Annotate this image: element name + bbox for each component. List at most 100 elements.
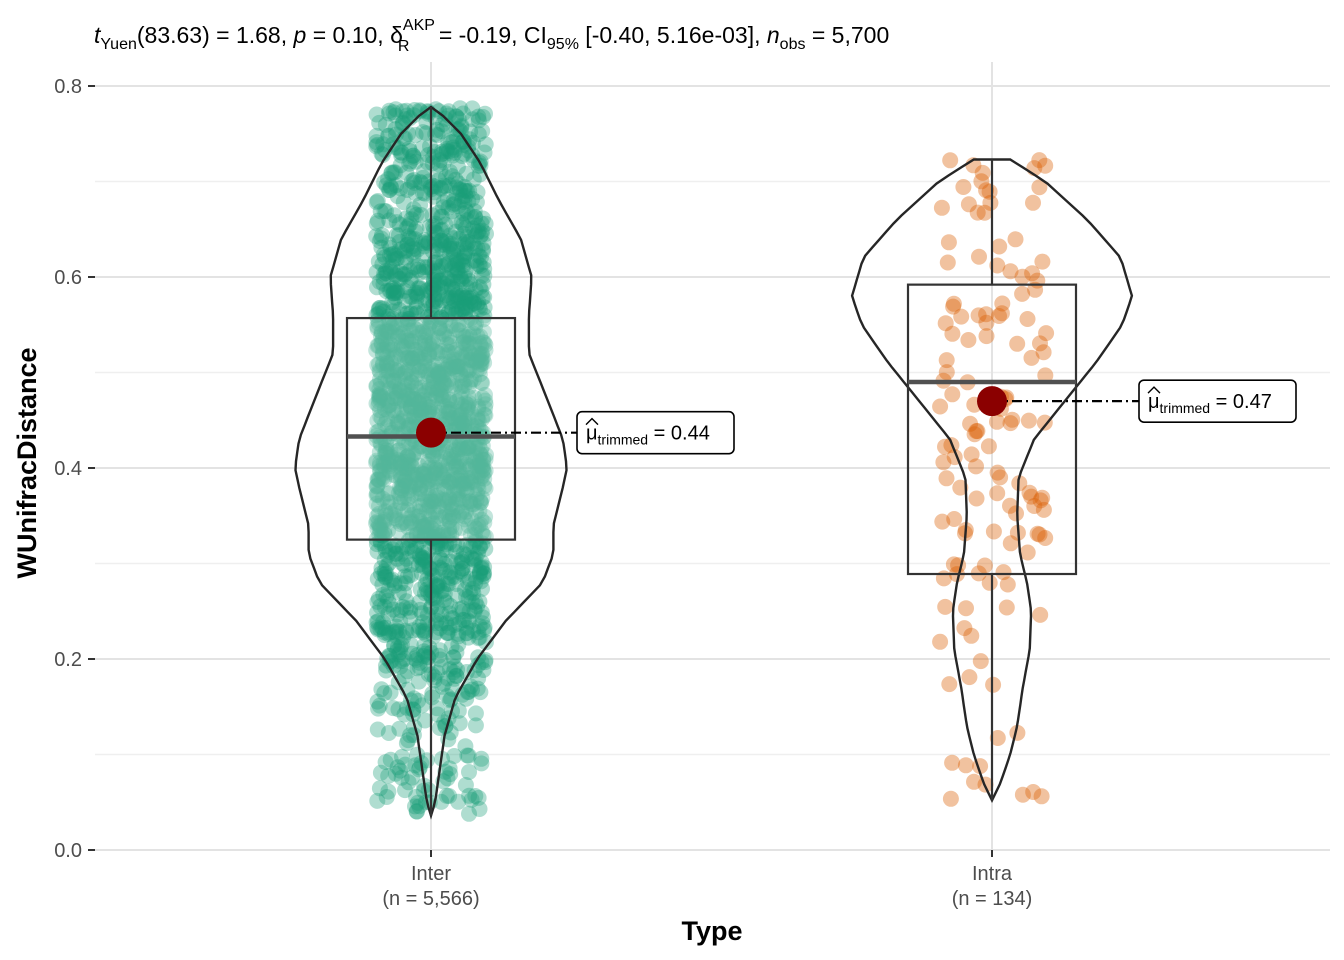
data-point	[471, 801, 488, 817]
data-point	[452, 378, 469, 395]
data-point	[451, 316, 468, 333]
data-point	[445, 483, 462, 500]
data-point	[425, 271, 442, 288]
data-point	[944, 386, 961, 403]
data-point	[430, 647, 447, 664]
data-point	[380, 592, 396, 609]
data-point	[399, 236, 416, 253]
data-point	[937, 315, 954, 332]
data-point	[420, 367, 437, 384]
data-point	[372, 371, 388, 388]
data-point	[458, 588, 475, 605]
data-point	[467, 717, 484, 734]
data-point	[457, 395, 474, 412]
data-point	[412, 280, 429, 297]
mean-label-box	[576, 410, 735, 455]
data-point	[458, 503, 474, 520]
data-point	[444, 359, 461, 376]
data-point	[415, 782, 432, 799]
data-point	[476, 144, 493, 161]
data-point	[435, 582, 452, 599]
data-point	[383, 165, 400, 182]
data-point	[380, 783, 397, 800]
data-point	[381, 555, 398, 572]
data-point	[457, 349, 474, 366]
data-point	[368, 515, 384, 531]
data-point	[396, 266, 413, 283]
data-point	[386, 295, 403, 312]
data-point	[439, 343, 456, 360]
data-point	[992, 469, 1009, 486]
data-point	[369, 337, 386, 354]
data-point	[453, 519, 469, 536]
data-point	[379, 650, 396, 667]
data-point	[408, 470, 425, 487]
data-point	[382, 354, 399, 371]
data-point	[454, 378, 471, 395]
data-point	[980, 438, 997, 455]
data-point	[474, 222, 491, 239]
data-point	[368, 138, 385, 155]
data-point	[415, 624, 432, 640]
data-point	[443, 518, 460, 535]
data-point	[1036, 414, 1053, 431]
data-point	[440, 401, 457, 417]
data-point	[455, 205, 472, 222]
data-point	[437, 492, 454, 509]
data-point	[389, 348, 405, 365]
data-point	[477, 400, 494, 417]
data-point	[1038, 325, 1055, 342]
y-axis: 0.00.20.40.60.8	[54, 76, 95, 862]
data-point	[458, 690, 475, 707]
data-point	[466, 295, 483, 312]
data-point	[408, 299, 425, 316]
data-point	[435, 675, 452, 692]
data-point	[463, 289, 480, 306]
data-point	[454, 504, 471, 520]
data-point	[387, 467, 404, 484]
data-point	[455, 459, 472, 476]
data-point	[441, 337, 458, 354]
data-point	[989, 413, 1005, 430]
data-point	[472, 352, 489, 369]
data-point	[433, 388, 450, 405]
data-point	[434, 356, 451, 372]
data-point	[981, 183, 998, 200]
data-point	[995, 564, 1012, 581]
data-point	[404, 322, 421, 339]
data-point	[376, 401, 393, 417]
data-point	[447, 358, 464, 375]
data-point	[472, 457, 489, 474]
data-point	[393, 480, 410, 497]
data-point	[456, 377, 473, 394]
data-point	[396, 472, 413, 489]
data-point	[431, 381, 448, 398]
data-point	[371, 498, 387, 514]
data-point	[470, 346, 487, 363]
data-point	[371, 300, 388, 317]
data-point	[446, 378, 463, 395]
data-point	[369, 792, 386, 809]
data-point	[414, 518, 431, 535]
data-point	[387, 390, 404, 407]
data-point	[445, 196, 462, 213]
data-point	[407, 153, 424, 170]
data-point	[467, 534, 484, 550]
data-point	[445, 442, 461, 459]
data-point	[465, 551, 482, 568]
data-point	[443, 134, 460, 151]
data-point	[460, 629, 477, 646]
data-point	[397, 782, 413, 799]
data-point	[982, 194, 999, 211]
data-point	[463, 208, 480, 225]
data-point	[426, 362, 443, 379]
data-point	[404, 645, 421, 662]
data-point	[383, 449, 400, 465]
data-point	[406, 240, 422, 257]
data-point	[404, 230, 421, 247]
data-point	[454, 476, 471, 492]
data-point	[376, 685, 393, 702]
data-point	[403, 374, 420, 391]
data-point	[460, 469, 477, 486]
data-point	[421, 561, 438, 578]
